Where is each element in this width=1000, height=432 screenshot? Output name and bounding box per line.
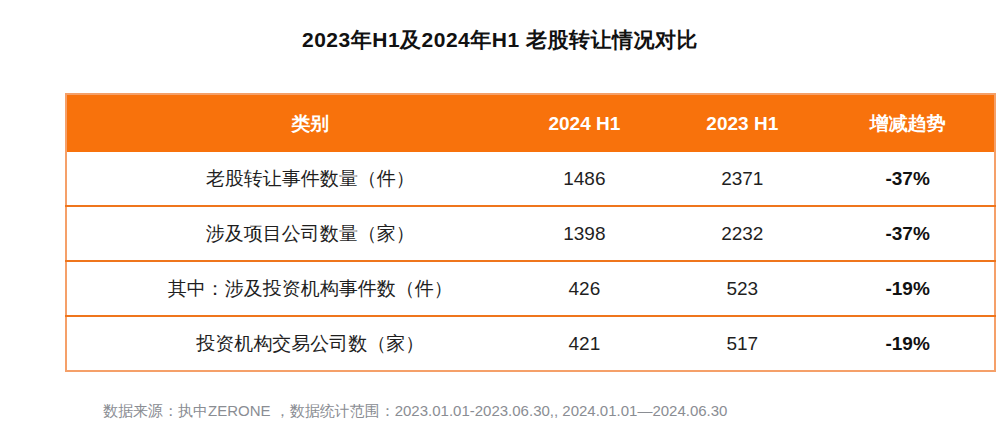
table-row: 其中：涉及投资机构事件数（件） 426 523 -19%: [66, 261, 995, 316]
table-body: 老股转让事件数量（件） 1486 2371 -37% 涉及项目公司数量（家） 1…: [66, 152, 995, 371]
header-row: 类别 2024 H1 2023 H1 增减趋势: [66, 94, 995, 152]
column-header-trend: 增减趋势: [821, 94, 995, 152]
value-2023-h1: 523: [663, 261, 821, 316]
data-source-note: 数据来源：执中ZERONE ，数据统计范围：2023.01.01-2023.06…: [103, 402, 727, 421]
value-2023-h1: 2232: [663, 206, 821, 261]
table-row: 投资机构交易公司数（家） 421 517 -19%: [66, 316, 995, 371]
row-label: 老股转让事件数量（件）: [66, 152, 505, 206]
value-trend: -19%: [821, 261, 995, 316]
value-trend: -37%: [821, 206, 995, 261]
value-2023-h1: 2371: [663, 152, 821, 206]
value-2024-h1: 426: [505, 261, 663, 316]
page-title: 2023年H1及2024年H1 老股转让情况对比: [0, 26, 1000, 54]
value-2024-h1: 421: [505, 316, 663, 371]
column-header-category: 类别: [66, 94, 505, 152]
column-header-2024-h1: 2024 H1: [505, 94, 663, 152]
row-label: 投资机构交易公司数（家）: [66, 316, 505, 371]
value-trend: -19%: [821, 316, 995, 371]
comparison-table: 类别 2024 H1 2023 H1 增减趋势 老股转让事件数量（件） 1486…: [65, 93, 996, 372]
value-trend: -37%: [821, 152, 995, 206]
comparison-table-container: 类别 2024 H1 2023 H1 增减趋势 老股转让事件数量（件） 1486…: [65, 93, 996, 372]
table-row: 老股转让事件数量（件） 1486 2371 -37%: [66, 152, 995, 206]
value-2023-h1: 517: [663, 316, 821, 371]
column-header-2023-h1: 2023 H1: [663, 94, 821, 152]
row-label: 其中：涉及投资机构事件数（件）: [66, 261, 505, 316]
row-label: 涉及项目公司数量（家）: [66, 206, 505, 261]
table-header: 类别 2024 H1 2023 H1 增减趋势: [66, 94, 995, 152]
table-row: 涉及项目公司数量（家） 1398 2232 -37%: [66, 206, 995, 261]
value-2024-h1: 1486: [505, 152, 663, 206]
value-2024-h1: 1398: [505, 206, 663, 261]
